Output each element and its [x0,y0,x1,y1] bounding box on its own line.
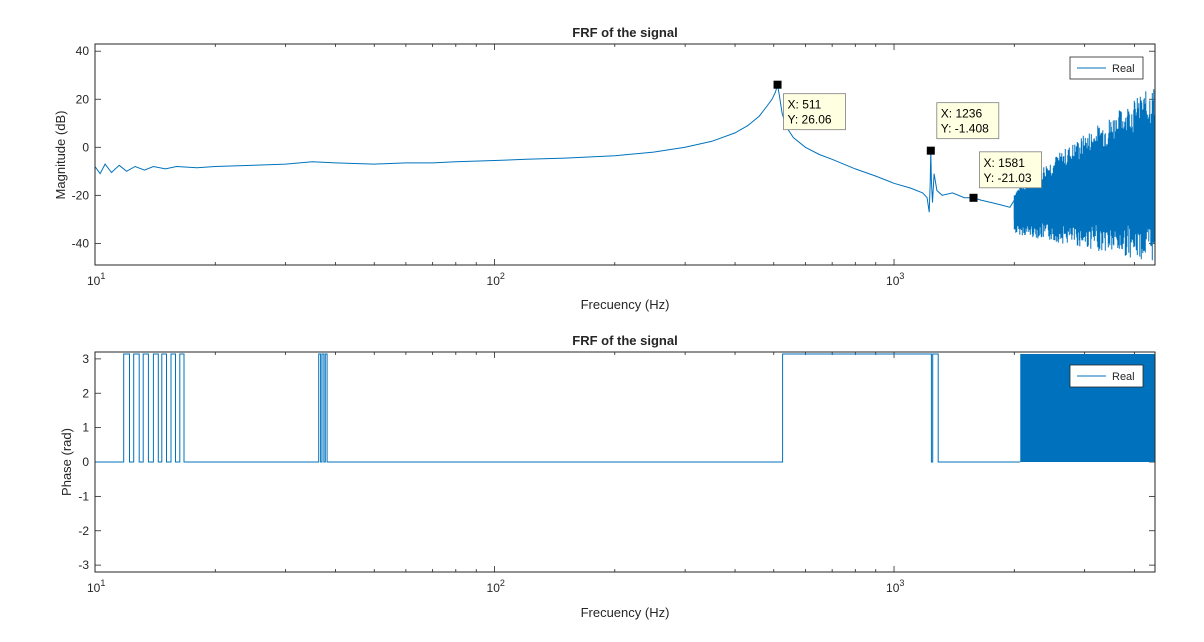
x-tick-label: 101 [87,271,105,288]
x-tick-exponent: 3 [899,271,904,281]
y-tick-label: 0 [82,140,89,154]
magnitude-xlabel: Frecuency (Hz) [581,297,670,312]
datatip-box [936,102,1000,140]
phase-ylabel: Phase (rad) [59,428,74,496]
magnitude-series-real [95,84,1155,261]
y-tick-label: -2 [78,524,89,538]
x-tick-base: 10 [487,581,501,595]
phase-line [95,353,1021,463]
x-tick-exponent: 3 [899,578,904,588]
x-tick-base: 10 [487,274,501,288]
y-tick-label: -1 [78,489,89,503]
datatip-y-label: Y: -1.408 [941,122,989,136]
magnitude-legend-box [1069,56,1144,80]
x-tick-exponent: 1 [100,271,105,281]
magnitude-title: FRF of the signal [572,25,677,40]
x-tick-label: 102 [487,271,505,288]
phase-legend[interactable]: Real [1069,364,1144,388]
y-tick-label: -20 [72,188,90,202]
y-tick-label: 20 [76,92,90,106]
x-tick-exponent: 1 [100,578,105,588]
datatip-y-label: Y: 26.06 [788,113,832,127]
x-tick-label: 103 [886,578,904,595]
y-tick-label: 2 [82,386,89,400]
datatip-x-label: X: 511 [788,98,822,112]
magnitude-legend[interactable]: Real [1069,56,1144,80]
magnitude-legend-label: Real [1112,63,1135,75]
magnitude-plot-frame [94,43,1156,266]
x-tick-label: 103 [886,271,904,288]
phase-series-real [95,353,1155,463]
y-tick-label: -40 [72,236,90,250]
y-tick-label: 40 [76,44,90,58]
phase-title: FRF of the signal [572,333,677,348]
datatip-x-label: X: 1581 [984,156,1026,170]
datatip-box [979,151,1042,189]
y-tick-label: -3 [78,558,89,572]
y-tick-label: 3 [82,352,89,366]
y-tick-label: 1 [82,421,89,435]
datatip-marker[interactable] [926,146,935,155]
phase-xlabel: Frecuency (Hz) [581,605,670,620]
x-tick-base: 10 [87,581,101,595]
phase-legend-label: Real [1112,371,1135,383]
datatip-marker[interactable] [773,80,782,89]
x-tick-base: 10 [87,274,101,288]
magnitude-line [95,84,1015,213]
x-tick-label: 101 [87,578,105,595]
x-tick-label: 102 [487,578,505,595]
datatip-y-label: Y: -21.03 [984,171,1032,185]
magnitude-ylabel: Magnitude (dB) [53,111,68,200]
datatip-box [783,93,846,131]
x-tick-exponent: 2 [500,271,505,281]
phase-plot-frame [94,351,1156,573]
magnitude-noise-core [1013,133,1155,220]
y-tick-label: 0 [82,455,89,469]
x-tick-base: 10 [886,581,900,595]
phase-legend-box [1069,364,1144,388]
x-tick-base: 10 [886,274,900,288]
x-tick-exponent: 2 [500,578,505,588]
datatip-x-label: X: 1236 [941,107,983,121]
datatip-marker[interactable] [969,193,978,202]
